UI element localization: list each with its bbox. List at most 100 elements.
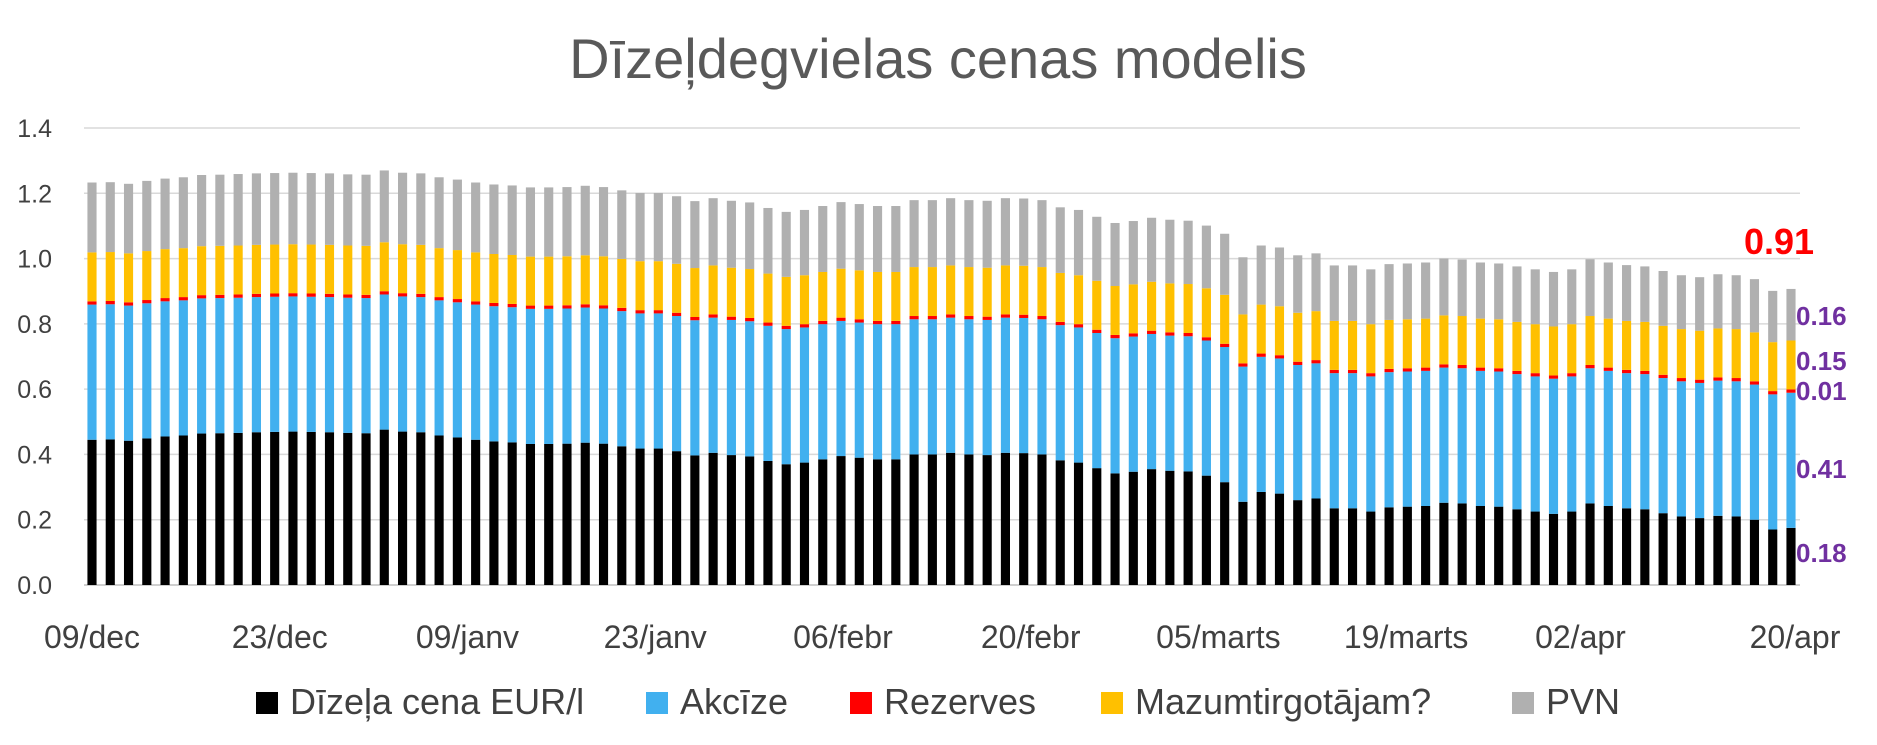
y-tick-label: 0.8: [17, 311, 52, 339]
bar-segment-dizela-cena: [745, 456, 755, 585]
bar-segment-akcize: [891, 324, 901, 460]
bar-segment-pvn: [324, 173, 335, 245]
bar-segment-dizela-cena: [233, 432, 243, 585]
legend-label: Mazumtirgotājam?: [1135, 681, 1431, 722]
legend-item-dizela-cena: Dīzeļa cena EUR/l: [256, 681, 584, 722]
bar-segment-dizela-cena: [361, 433, 371, 585]
bar-segment-rezerves: [818, 320, 828, 325]
bar-segment-mazumtirgotajam: [799, 275, 810, 325]
bar-segment-dizela-cena: [690, 455, 700, 585]
bar-segment-dizela-cena: [1384, 507, 1394, 585]
bar-segment-rezerves: [562, 305, 572, 309]
bar-segment-pvn: [1439, 258, 1449, 316]
bar-segment-dizela-cena: [507, 442, 517, 585]
bar-segment-mazumtirgotajam: [251, 244, 261, 294]
bar-segment-akcize: [1548, 378, 1559, 514]
bar-segment-dizela-cena: [544, 443, 554, 585]
bar-segment-akcize: [562, 308, 572, 444]
bar-segment-pvn: [1037, 200, 1047, 268]
bar-segment-pvn: [361, 174, 371, 246]
bar-segment-rezerves: [1640, 370, 1650, 375]
x-tick-label: 23/janv: [604, 619, 707, 655]
bar-segment-akcize: [1439, 367, 1449, 503]
bar-segment-dizela-cena: [1421, 506, 1431, 585]
bar-segment-pvn: [1494, 263, 1504, 320]
bar-segment-mazumtirgotajam: [142, 251, 152, 301]
bar-segment-pvn: [872, 206, 883, 272]
bar-segment-akcize: [1256, 356, 1266, 492]
bar-segment-pvn: [270, 173, 280, 245]
bar-segment-pvn: [197, 175, 207, 247]
bar-segment-rezerves: [160, 298, 170, 302]
bar-segment-mazumtirgotajam: [964, 267, 974, 317]
bar-segment-dizela-cena: [1695, 518, 1705, 585]
legend-label: Akcīze: [680, 681, 788, 722]
bar-segment-dizela-cena: [598, 443, 609, 585]
bar-segment-mazumtirgotajam: [361, 245, 371, 295]
bar-segment-akcize: [142, 303, 152, 439]
bar-segment-rezerves: [1548, 375, 1559, 379]
bar-segment-akcize: [818, 324, 828, 460]
bar-segment-pvn: [1092, 216, 1102, 281]
bar-segment-akcize: [1494, 371, 1504, 507]
bar-segment-rezerves: [471, 301, 481, 305]
bar-segment-dizela-cena: [617, 446, 627, 585]
bar-segment-pvn: [507, 185, 517, 255]
bar-segment-pvn: [160, 178, 170, 250]
bar-segment-dizela-cena: [1366, 511, 1376, 585]
bar-segment-mazumtirgotajam: [1000, 265, 1010, 315]
bar-segment-pvn: [288, 172, 298, 245]
bar-segment-akcize: [690, 320, 700, 456]
bar-segment-akcize: [123, 305, 134, 441]
bar-segment-dizela-cena: [1640, 509, 1650, 585]
bar-segment-pvn: [598, 187, 609, 257]
bar-segment-pvn: [927, 200, 937, 268]
bar-segment-rezerves: [489, 302, 499, 307]
bar-segment-mazumtirgotajam: [726, 267, 736, 317]
bar-segment-mazumtirgotajam: [1640, 321, 1650, 371]
bar-segment-pvn: [306, 173, 316, 245]
bar-segment-akcize: [471, 304, 481, 440]
bar-segment-pvn: [580, 185, 590, 256]
bar-segment-mazumtirgotajam: [1695, 330, 1705, 380]
bar-segment-mazumtirgotajam: [1786, 340, 1796, 390]
bar-segment-pvn: [1256, 245, 1266, 305]
legend-item-pvn: PVN: [1512, 681, 1620, 722]
bar-segment-dizela-cena: [1329, 508, 1339, 585]
bar-segment-mazumtirgotajam: [1421, 318, 1431, 368]
bar-segment-pvn: [1512, 266, 1522, 322]
bar-segment-dizela-cena: [1512, 509, 1522, 585]
bar-segment-mazumtirgotajam: [471, 252, 481, 302]
bar-segment-akcize: [270, 296, 280, 432]
bar-segment-dizela-cena: [123, 440, 134, 585]
bar-segment-mazumtirgotajam: [854, 270, 864, 320]
bar-segment-akcize: [1201, 340, 1211, 476]
bar-segment-mazumtirgotajam: [946, 265, 956, 315]
bar-segment-dizela-cena: [343, 432, 353, 585]
bar-segment-pvn: [1548, 271, 1559, 327]
bar-segment-rezerves: [288, 293, 298, 297]
bar-segment-dizela-cena: [1475, 506, 1485, 585]
bar-segment-dizela-cena: [927, 454, 937, 585]
bar-segment-pvn: [1366, 269, 1376, 325]
bar-segment-dizela-cena: [580, 442, 590, 585]
bar-segment-mazumtirgotajam: [909, 267, 919, 317]
bar-segment-rezerves: [1347, 369, 1358, 374]
bar-segment-akcize: [1384, 372, 1394, 508]
legend-label: Rezerves: [884, 681, 1036, 722]
bar-segment-akcize: [1165, 335, 1175, 471]
bar-segment-pvn: [909, 200, 919, 268]
bar-segment-akcize: [160, 301, 170, 437]
bar-segment-dizela-cena: [1019, 453, 1029, 585]
bar-segment-rezerves: [1165, 332, 1175, 336]
bar-segment-rezerves: [690, 317, 700, 321]
bar-segment-mazumtirgotajam: [105, 252, 115, 301]
bar-segment-dizela-cena: [1494, 506, 1504, 585]
bar-segment-mazumtirgotajam: [1165, 283, 1175, 333]
bar-segment-rezerves: [1366, 373, 1376, 377]
bar-segment-dizela-cena: [178, 435, 188, 585]
bar-segment-rezerves: [1512, 370, 1522, 375]
bar-segment-pvn: [891, 206, 901, 272]
bar-segment-mazumtirgotajam: [1676, 329, 1686, 379]
